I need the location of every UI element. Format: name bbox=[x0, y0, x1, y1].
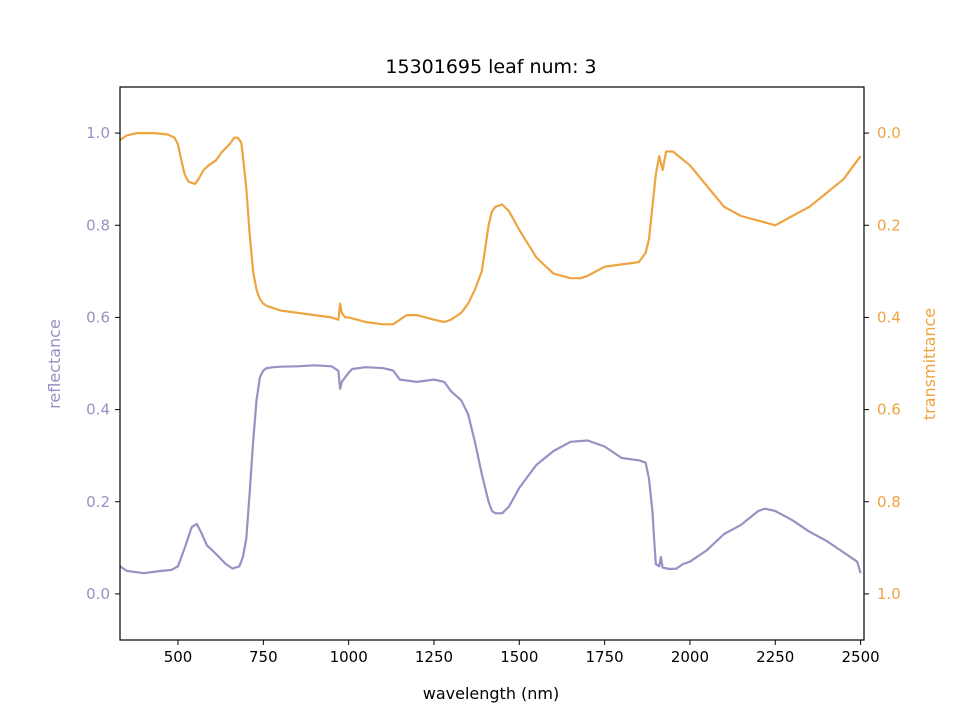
y-left-tick-label: 1.0 bbox=[86, 124, 110, 142]
x-tick-label: 2250 bbox=[756, 648, 794, 666]
y-left-tick-label: 0.4 bbox=[86, 401, 110, 419]
x-axis: 500 750 1000 1250 1500 1750 2000 2250 2500 bbox=[164, 640, 880, 666]
y-right-tick-label: 0.0 bbox=[877, 124, 901, 142]
y-axis-right-label: transmittance bbox=[920, 308, 939, 420]
y-left-tick-label: 0.2 bbox=[86, 493, 110, 511]
series-layer bbox=[119, 132, 862, 575]
x-tick-label: 2500 bbox=[841, 648, 879, 666]
chart-title: 15301695 leaf num: 3 bbox=[385, 56, 596, 78]
x-tick-label: 500 bbox=[164, 648, 193, 666]
y-left-tick-label: 0.8 bbox=[86, 216, 110, 234]
y-right-tick-label: 0.8 bbox=[877, 493, 901, 511]
x-tick-label: 1250 bbox=[415, 648, 453, 666]
x-axis-label: wavelength (nm) bbox=[423, 684, 560, 703]
reflectance-line bbox=[119, 364, 862, 575]
transmittance-line bbox=[119, 132, 862, 326]
x-tick-label: 1500 bbox=[500, 648, 538, 666]
y-right-tick-label: 1.0 bbox=[877, 585, 901, 603]
y-left-tick-label: 0.0 bbox=[86, 585, 110, 603]
plot-frame bbox=[119, 86, 865, 641]
x-tick-label: 1000 bbox=[330, 648, 368, 666]
y-right-tick-label: 0.4 bbox=[877, 308, 901, 326]
y-axis-right: 0.0 0.2 0.4 0.6 0.8 1.0 bbox=[864, 124, 901, 603]
x-tick-label: 1750 bbox=[586, 648, 624, 666]
y-left-tick-label: 0.6 bbox=[86, 308, 110, 326]
y-axis-left: 0.0 0.2 0.4 0.6 0.8 1.0 bbox=[86, 124, 120, 603]
y-right-tick-label: 0.6 bbox=[877, 401, 901, 419]
y-right-tick-label: 0.2 bbox=[877, 216, 901, 234]
y-axis-left-label: reflectance bbox=[45, 319, 64, 409]
x-tick-label: 750 bbox=[249, 648, 278, 666]
x-tick-label: 2000 bbox=[671, 648, 709, 666]
